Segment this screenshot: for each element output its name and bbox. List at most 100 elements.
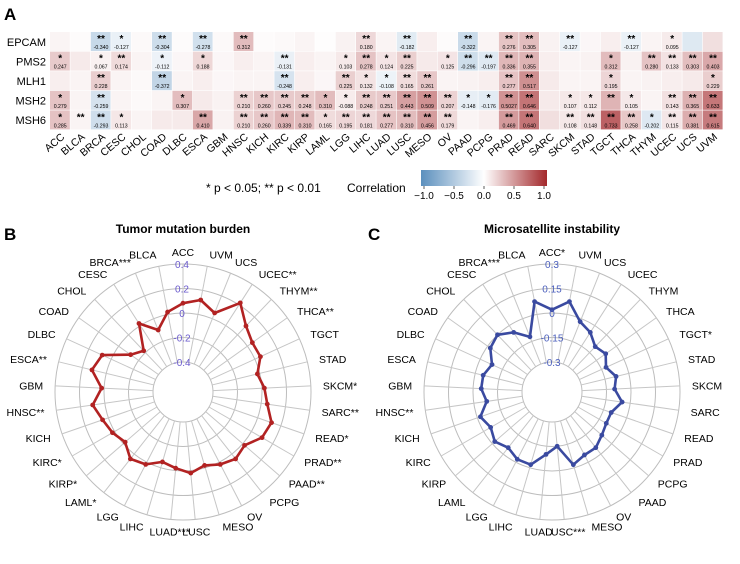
heatmap-cell <box>417 32 437 51</box>
radar-spoke <box>440 406 527 457</box>
heatmap-cell-value: 0.108 <box>564 123 577 129</box>
radar-spoke <box>577 406 664 457</box>
heatmap-cell-stars: ** <box>424 73 432 84</box>
heatmap-cell-stars: ** <box>464 34 472 45</box>
heatmap-cell-stars: * <box>466 93 470 104</box>
heatmap-cell-stars: * <box>385 73 389 84</box>
radar-point <box>543 451 549 457</box>
radar-axis-label: BRCA*** <box>459 257 500 269</box>
colorbar-title: Correlation <box>347 181 406 195</box>
radar-point <box>528 462 534 468</box>
heatmap-cell-value: 0.303 <box>686 65 699 71</box>
heatmap-cell-stars: * <box>650 112 654 123</box>
radar-axis-label: MESO <box>222 521 253 533</box>
heatmap-cell <box>213 51 233 71</box>
heatmap-cell <box>641 90 662 110</box>
heatmap-cell-stars: ** <box>444 93 452 104</box>
heatmap-cell-stars: * <box>711 73 715 84</box>
heatmap-cell <box>274 110 295 130</box>
heatmap-cell-stars: ** <box>199 34 207 45</box>
heatmap-cell <box>437 110 458 130</box>
radar-axis-label: TGCT <box>310 329 339 341</box>
heatmap-cell-stars: * <box>589 93 593 104</box>
heatmap-cell <box>213 90 233 110</box>
radar-spoke <box>134 272 173 365</box>
heatmap-cell <box>356 51 376 71</box>
heatmap-cell-stars: ** <box>77 112 85 123</box>
heatmap-cell-value: 0.640 <box>523 123 536 129</box>
radar-spoke <box>492 418 539 507</box>
radar-spoke <box>567 284 622 368</box>
heatmap-cell <box>560 71 580 91</box>
heatmap-cell <box>417 110 437 130</box>
heatmap-cell <box>376 51 397 71</box>
heatmap-cell <box>315 32 335 51</box>
heatmap-cell <box>478 71 499 91</box>
heatmap-cell <box>682 90 703 110</box>
heatmap-cell-value: 0.443 <box>401 104 414 110</box>
heatmap-cell-value: -0.372 <box>155 84 170 90</box>
heatmap-cell <box>233 51 254 71</box>
radar-axis-label: LGG <box>466 511 488 523</box>
heatmap-cell <box>213 110 233 130</box>
heatmap-cell <box>498 32 519 51</box>
radar-point <box>489 362 495 368</box>
heatmap-cell-stars: ** <box>342 73 350 84</box>
radar-axis-label: KICH <box>26 433 51 445</box>
radar-spoke <box>212 395 310 411</box>
radar-point <box>480 372 486 378</box>
heatmap-cell-value: 0.312 <box>605 65 618 71</box>
heatmap-cells: **-0.340*-0.127**-0.304**-0.278**0.312**… <box>50 32 723 130</box>
heatmap-cell-value: 0.113 <box>115 123 128 129</box>
radar-spoke <box>55 385 154 392</box>
radar-spoke <box>85 411 161 477</box>
heatmap-cell-value: 0.310 <box>401 123 414 129</box>
radar-spoke <box>430 401 524 435</box>
heatmap-cell <box>335 110 356 130</box>
radar-spoke <box>201 415 263 493</box>
radar-spoke <box>123 418 170 507</box>
heatmap-cell <box>641 32 662 51</box>
heatmap-cell-stars: ** <box>607 93 615 104</box>
heatmap-cell-value: 0.251 <box>380 104 393 110</box>
heatmap-cell <box>315 51 335 71</box>
radar-axis-label: ESCA** <box>10 354 47 366</box>
heatmap-cell <box>662 90 682 110</box>
heatmap-cell-value: 0.277 <box>380 123 393 129</box>
radar-axis-label: KIRP* <box>49 479 78 491</box>
radar-point <box>478 414 483 420</box>
heatmap-cell <box>437 71 458 91</box>
heatmap-cell <box>131 51 152 71</box>
heatmap-cell-stars: * <box>58 93 62 104</box>
heatmap-cell <box>152 32 172 51</box>
heatmap-cell-value: 0.207 <box>441 104 454 110</box>
heatmap-cell <box>600 51 621 71</box>
heatmap-cell-stars: ** <box>362 54 370 65</box>
radar-axis-label: THCA** <box>297 306 334 318</box>
radar-axis-label: PAAD** <box>289 479 325 491</box>
heatmap-cell-stars: ** <box>424 93 432 104</box>
radar-point <box>261 385 267 391</box>
heatmap-cell <box>682 51 703 71</box>
radar-axis-label: THYM <box>649 286 679 298</box>
heatmap-cell <box>172 32 193 51</box>
heatmap-cell-stars: * <box>609 73 613 84</box>
heatmap-cell-value: 0.245 <box>278 104 291 110</box>
heatmap-cell-stars: ** <box>505 73 513 84</box>
radar-spoke <box>565 418 612 507</box>
heatmap-cell <box>152 51 172 71</box>
heatmap-column-label: KICH <box>244 131 271 156</box>
heatmap-cell <box>498 71 519 91</box>
heatmap-cell <box>131 32 152 51</box>
heatmap-cell-value: 0.210 <box>237 104 250 110</box>
radar-point <box>90 402 96 408</box>
radar-point <box>603 420 609 426</box>
heatmap-cell-value: 0.733 <box>605 123 618 129</box>
radar-point <box>593 445 599 451</box>
heatmap-cell-stars: * <box>119 34 123 45</box>
heatmap-cell <box>172 90 193 110</box>
heatmap-cell <box>335 71 356 91</box>
heatmap-cell-value: 0.5027 <box>501 104 517 110</box>
heatmap-cell-value: 0.336 <box>503 65 516 71</box>
heatmap-cell-stars: ** <box>362 93 370 104</box>
